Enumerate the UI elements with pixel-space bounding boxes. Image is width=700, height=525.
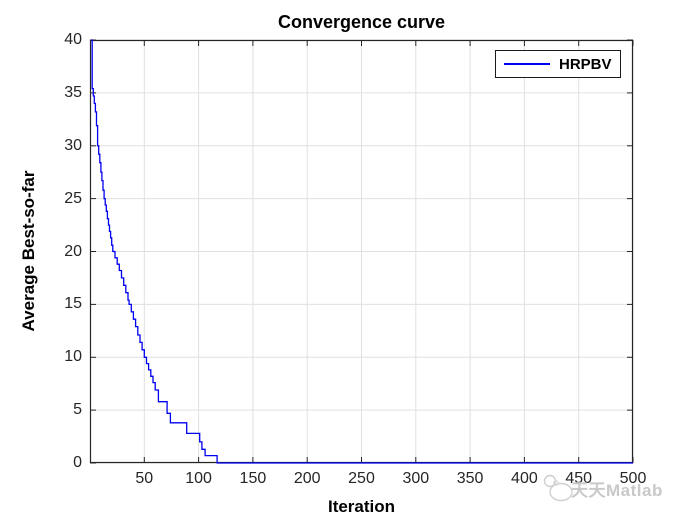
x-tick-label: 350 — [456, 470, 484, 487]
x-tick-label: 250 — [348, 470, 375, 487]
legend-label: HRPBV — [559, 55, 612, 73]
y-axis-label: Average Best-so-far — [19, 170, 38, 332]
x-tick-label: 300 — [402, 470, 430, 487]
x-tick-label: 450 — [565, 470, 593, 487]
x-axis-label: Iteration — [327, 497, 396, 516]
x-tick-label: 400 — [511, 470, 538, 487]
chart-title: Convergence curve — [277, 12, 446, 32]
y-tick-label: 20 — [64, 242, 82, 260]
y-tick-label: 35 — [64, 83, 82, 101]
plot-svg — [89, 39, 634, 464]
x-tick-label: 100 — [185, 470, 212, 487]
y-tick-label: 0 — [73, 454, 82, 471]
y-tick-label: 25 — [64, 189, 82, 207]
y-tick-label: 15 — [64, 295, 82, 313]
plot-area — [89, 39, 634, 464]
legend-line-sample — [504, 63, 550, 65]
x-tick-label: 500 — [619, 470, 647, 487]
series-curve-HRPBV — [91, 39, 633, 464]
y-tick-label: 10 — [64, 348, 82, 366]
y-tick-label: 30 — [64, 136, 82, 154]
x-tick-label: 150 — [239, 470, 267, 487]
x-tick-label: 200 — [293, 470, 321, 487]
y-tick-label: 5 — [73, 401, 82, 419]
legend: HRPBV — [495, 50, 621, 78]
y-tick-label: 40 — [64, 31, 82, 48]
x-tick-label: 50 — [135, 470, 154, 487]
